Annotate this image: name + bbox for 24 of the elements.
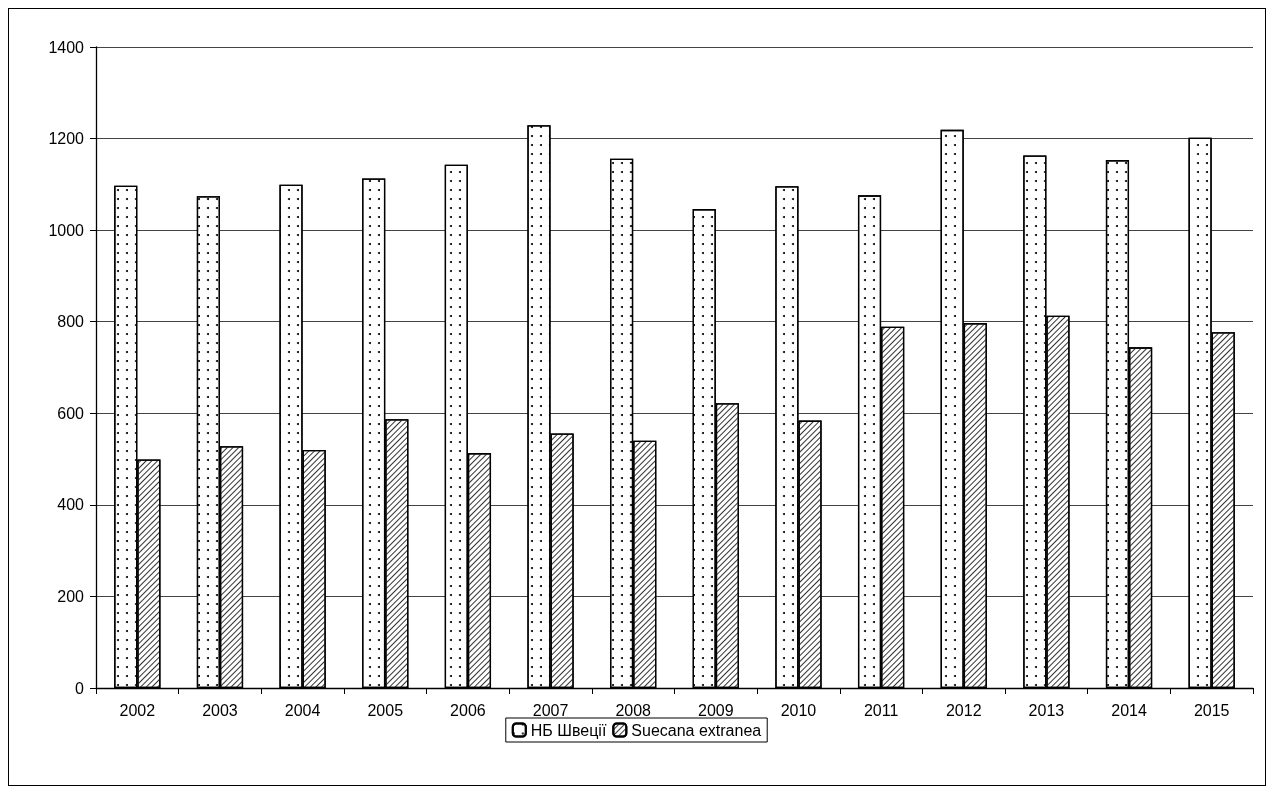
x-tick-label: 2008: [615, 701, 652, 719]
y-tick-label: 1000: [48, 221, 85, 239]
y-tick-label: 600: [57, 404, 85, 422]
y-tick-label: 200: [57, 587, 85, 605]
y-tick-label: 1400: [48, 38, 85, 56]
x-tick-label: 2002: [119, 701, 156, 719]
x-tick-label: 2014: [1111, 701, 1147, 719]
y-tick-label: 1200: [48, 130, 85, 148]
x-tick-label: 2006: [450, 701, 486, 719]
x-tick-label: 2004: [284, 701, 321, 719]
legend-label: НБ Швеції: [530, 721, 607, 739]
y-tick-label: 800: [57, 313, 85, 331]
x-tick-label: 2011: [863, 701, 899, 719]
x-tick-label: 2005: [367, 701, 404, 719]
x-tick-label: 2012: [945, 701, 982, 719]
legend-label: Suecana extranea: [631, 721, 762, 739]
x-tick-label: 2010: [780, 701, 817, 719]
x-tick-label: 2015: [1193, 701, 1230, 719]
x-tick-label: 2013: [1028, 701, 1065, 719]
y-tick-label: 400: [57, 496, 85, 514]
x-tick-label: 2003: [202, 701, 238, 719]
x-tick-label: 2009: [698, 701, 734, 719]
y-tick-label: 0: [75, 679, 85, 697]
x-tick-label: 2007: [532, 701, 569, 719]
